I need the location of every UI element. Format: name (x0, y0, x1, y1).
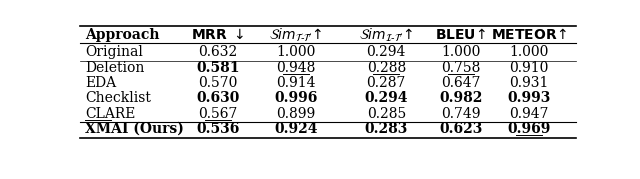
Text: Deletion: Deletion (85, 61, 145, 75)
Text: 0.283: 0.283 (365, 122, 408, 136)
Text: 0.570: 0.570 (198, 76, 237, 90)
Text: 0.581: 0.581 (196, 61, 239, 75)
Text: $\mathcal{S}im_{\mathcal{I}\text{-}\mathcal{T}^{\prime}}\!\uparrow$: $\mathcal{S}im_{\mathcal{I}\text{-}\math… (359, 26, 413, 43)
Text: 0.924: 0.924 (274, 122, 317, 136)
Text: 0.632: 0.632 (198, 45, 237, 59)
Text: 0.982: 0.982 (439, 91, 483, 105)
Text: XMAI (Ours): XMAI (Ours) (85, 122, 184, 136)
Text: 0.623: 0.623 (439, 122, 483, 136)
Text: 1.000: 1.000 (441, 45, 481, 59)
Text: $\mathbf{MRR}$ $\downarrow$: $\mathbf{MRR}$ $\downarrow$ (191, 28, 244, 42)
Text: 0.647: 0.647 (441, 76, 481, 90)
Text: 1.000: 1.000 (276, 45, 316, 59)
Text: 0.931: 0.931 (509, 76, 548, 90)
Text: Original: Original (85, 45, 143, 59)
Text: 0.996: 0.996 (274, 91, 317, 105)
Text: 0.947: 0.947 (509, 107, 548, 121)
Text: CLARE: CLARE (85, 107, 135, 121)
Text: 0.294: 0.294 (365, 91, 408, 105)
Text: $\mathcal{S}im_{\mathcal{T}\text{-}\mathcal{T}^{\prime}}\!\uparrow$: $\mathcal{S}im_{\mathcal{T}\text{-}\math… (269, 26, 323, 43)
Text: 0.567: 0.567 (198, 107, 237, 121)
Text: 0.294: 0.294 (367, 45, 406, 59)
Text: 0.749: 0.749 (441, 107, 481, 121)
Text: 0.758: 0.758 (441, 61, 481, 75)
Text: 0.910: 0.910 (509, 61, 548, 75)
Text: Checklist: Checklist (85, 91, 151, 105)
Text: 0.914: 0.914 (276, 76, 316, 90)
Text: 0.287: 0.287 (367, 76, 406, 90)
Text: 0.285: 0.285 (367, 107, 406, 121)
Text: $\mathbf{METEOR}\!\uparrow$: $\mathbf{METEOR}\!\uparrow$ (491, 27, 567, 42)
Text: 0.630: 0.630 (196, 91, 239, 105)
Text: 1.000: 1.000 (509, 45, 548, 59)
Text: 0.993: 0.993 (507, 91, 550, 105)
Text: 0.288: 0.288 (367, 61, 406, 75)
Text: 0.969: 0.969 (507, 122, 550, 136)
Text: 0.536: 0.536 (196, 122, 239, 136)
Text: $\mathbf{BLEU}\!\uparrow$: $\mathbf{BLEU}\!\uparrow$ (435, 27, 486, 42)
Text: Approach: Approach (85, 28, 159, 42)
Text: 0.899: 0.899 (276, 107, 316, 121)
Text: EDA: EDA (85, 76, 116, 90)
Text: 0.948: 0.948 (276, 61, 316, 75)
